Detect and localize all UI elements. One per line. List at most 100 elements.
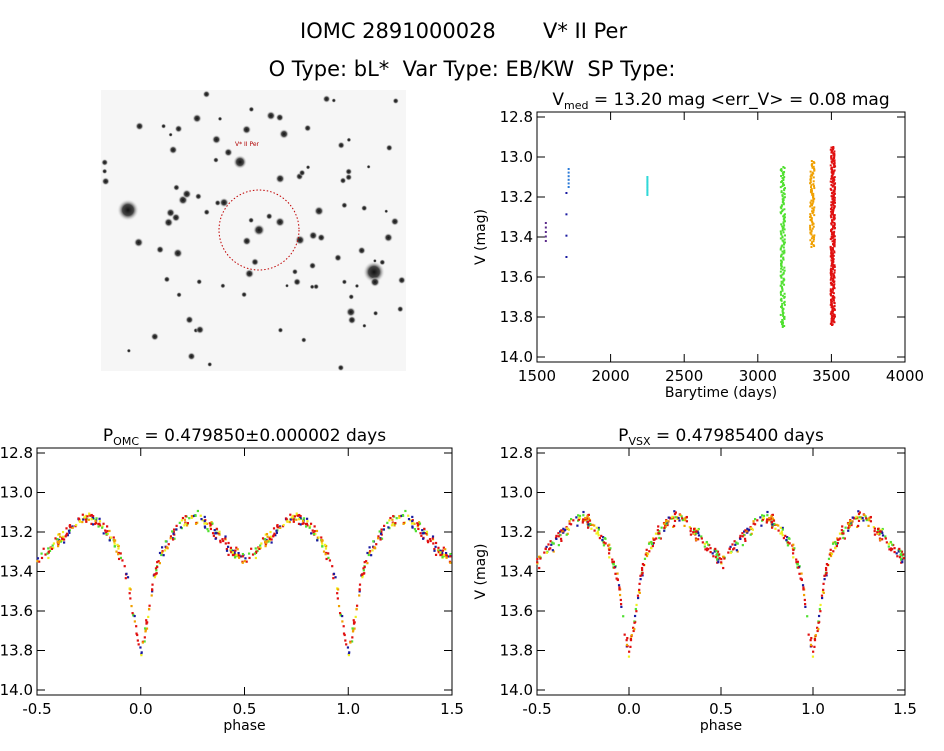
data-point	[538, 566, 541, 570]
data-point	[841, 525, 844, 528]
data-point	[557, 532, 560, 535]
data-point	[822, 588, 825, 591]
data-point	[803, 598, 806, 602]
data-point	[47, 547, 50, 550]
data-point	[552, 550, 555, 553]
data-point	[200, 518, 203, 521]
data-point	[551, 549, 554, 552]
data-point	[783, 228, 786, 231]
data-point	[267, 540, 270, 543]
data-point	[658, 532, 661, 535]
data-point	[830, 311, 833, 314]
data-point	[368, 546, 371, 549]
data-point	[616, 572, 619, 575]
data-point	[676, 516, 679, 519]
star	[366, 164, 371, 169]
data-point	[891, 548, 894, 551]
data-point	[716, 557, 719, 560]
data-point	[831, 243, 834, 246]
star	[248, 106, 255, 113]
data-point	[701, 541, 704, 544]
data-point	[412, 522, 415, 525]
data-point	[264, 533, 267, 536]
data-point	[779, 291, 782, 294]
x-tick-label: -0.5	[22, 700, 51, 718]
data-point	[584, 519, 587, 522]
data-point	[65, 534, 68, 537]
data-point	[305, 517, 309, 520]
data-point	[832, 226, 835, 229]
data-point	[782, 199, 785, 202]
data-point	[90, 518, 93, 521]
data-point	[695, 530, 698, 533]
data-point	[683, 524, 686, 527]
data-point	[417, 527, 420, 531]
data-point	[770, 520, 774, 523]
x-tick-label: 2000	[592, 367, 630, 385]
star	[279, 129, 289, 139]
data-point	[782, 218, 785, 221]
data-point	[782, 240, 785, 243]
data-point	[842, 532, 845, 535]
data-point	[792, 556, 795, 559]
data-point	[722, 555, 725, 558]
data-point	[833, 162, 836, 165]
data-point	[559, 537, 563, 540]
data-point	[234, 549, 237, 552]
data-point	[141, 641, 144, 644]
data-point	[89, 514, 92, 517]
data-point	[779, 211, 782, 214]
data-point	[780, 532, 784, 535]
data-point	[214, 537, 217, 540]
data-point	[829, 164, 832, 167]
data-point	[608, 548, 611, 552]
data-point	[250, 547, 253, 550]
data-point	[572, 519, 575, 522]
data-point	[310, 532, 313, 535]
data-point	[832, 191, 835, 194]
data-point	[829, 148, 832, 151]
x-tick-label: 3000	[739, 367, 777, 385]
data-point	[164, 540, 167, 543]
data-point	[646, 182, 649, 185]
data-point	[783, 213, 786, 216]
data-point	[264, 540, 267, 543]
data-point	[734, 543, 737, 546]
data-point	[265, 542, 268, 545]
data-point	[783, 217, 786, 220]
data-point	[704, 548, 707, 551]
data-point	[783, 220, 786, 223]
star	[295, 235, 305, 245]
data-point	[780, 262, 783, 265]
star	[160, 123, 167, 129]
data-point	[544, 226, 547, 229]
data-point	[290, 516, 293, 519]
data-point	[184, 522, 187, 525]
data-point	[832, 234, 835, 237]
data-point	[842, 536, 845, 540]
data-point	[372, 540, 375, 543]
data-point	[811, 193, 814, 196]
data-point	[351, 640, 354, 643]
data-point	[282, 523, 285, 527]
data-point	[781, 319, 784, 322]
data-point	[237, 553, 240, 557]
data-point	[143, 640, 146, 643]
data-point	[741, 544, 744, 547]
y-tick-label: 13.8	[500, 642, 533, 660]
data-point	[611, 562, 614, 565]
data-point	[145, 619, 148, 622]
x-axis-label: phase	[700, 718, 742, 734]
data-point	[331, 565, 334, 568]
star	[187, 352, 196, 361]
data-point	[379, 537, 382, 540]
data-point	[444, 548, 447, 551]
data-point	[567, 168, 570, 170]
data-point	[782, 202, 785, 205]
finder-stars	[101, 90, 406, 372]
data-point	[831, 236, 834, 239]
star	[241, 291, 248, 298]
data-point	[812, 238, 815, 241]
data-point	[166, 546, 169, 549]
data-point	[791, 547, 795, 550]
